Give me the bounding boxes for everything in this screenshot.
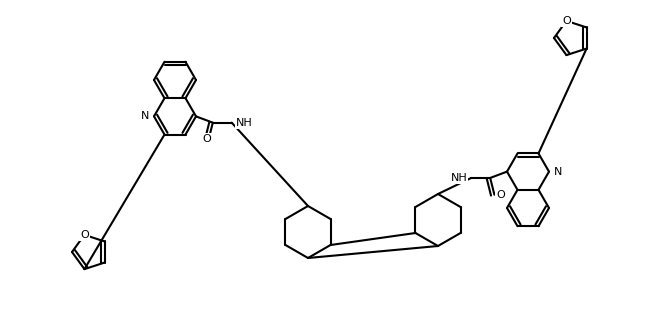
- Text: NH: NH: [451, 173, 468, 183]
- Text: NH: NH: [236, 118, 252, 128]
- Text: O: O: [202, 134, 211, 144]
- Text: O: O: [80, 230, 89, 240]
- Text: O: O: [562, 16, 571, 26]
- Text: N: N: [554, 167, 562, 177]
- Text: N: N: [141, 111, 149, 121]
- Text: O: O: [496, 190, 505, 200]
